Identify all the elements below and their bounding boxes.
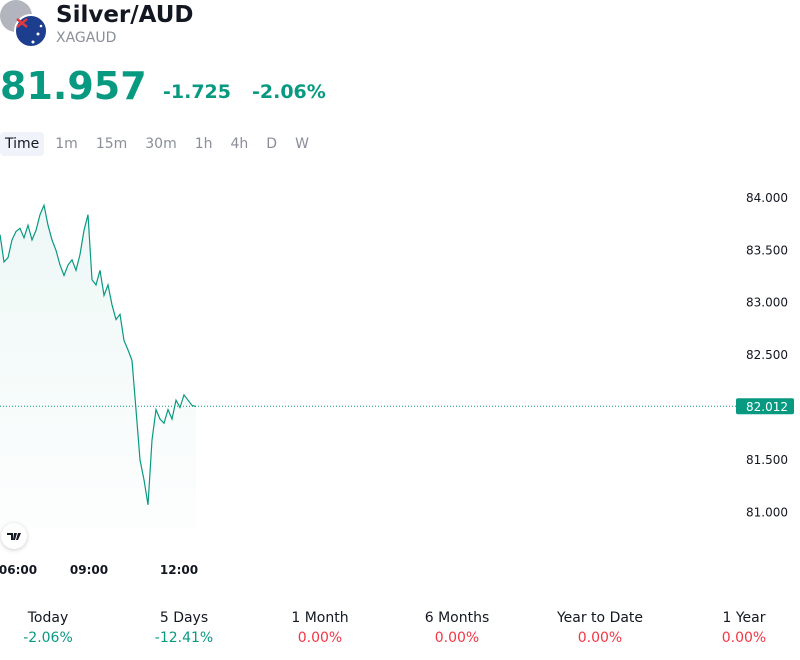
flag-star [31,40,35,44]
y-tick-label: 81.500 [746,453,788,467]
logo [7,533,21,540]
timeframe-tab[interactable]: W [295,136,309,152]
performance-label: 5 Days [159,610,209,626]
symbol: XAGAUD [56,30,117,46]
area [0,205,196,529]
x-tick-label: 12:00 [160,563,198,577]
x-tick-label: 06:00 [0,563,37,577]
y-tick-label: 84.000 [746,191,788,205]
flag-star [36,32,40,36]
performance-value: -12.41% [154,630,214,646]
price: 81.957 [0,64,147,108]
performance-item: Today -2.06% [0,610,118,646]
performance-item: 5 Days -12.41% [114,610,254,646]
performance-label: 1 Month [291,610,349,626]
performance-label: 6 Months [424,610,490,626]
title: Silver/AUD [56,2,194,28]
performance-value: 0.00% [721,630,767,646]
performance-label: Today [27,610,69,626]
performance: Today -2.06% 5 Days -12.41% 1 Month 0.00% 6 Mo… [0,610,800,660]
performance-label: Year to Date [556,610,644,626]
change: -1.725 [163,81,231,103]
timeframe-tab[interactable]: 1m [55,136,78,152]
performance-value: 0.00% [434,630,480,646]
performance-value: 0.00% [577,630,623,646]
performance-item: 1 Month 0.00% [250,610,390,646]
last-price-badge [736,398,794,415]
flag-cross [16,18,28,28]
performance-label: 1 Year [722,610,766,626]
y-tick-label: 83.500 [746,243,788,257]
y-tick-label: 83.000 [746,296,788,310]
timeframe-tab[interactable]: 30m [145,136,177,152]
y-tick-label: 82.500 [746,348,788,362]
timeframe-tabs: Time 1m 15m 30m 1h 4h D W [0,132,316,156]
performance-item: 6 Months 0.00% [387,610,527,646]
last-price-label: 82.012 [746,400,788,414]
chart: 81.000 81.500 82.500 83.000 83.500 84.000 06:0… [0,0,794,577]
timeframe-tab[interactable]: 4h [230,136,249,152]
x-tick-label: 09:00 [70,563,108,577]
change-percent: -2.06% [252,81,326,103]
price-line [0,203,197,505]
timeframe-tab[interactable]: 15m [95,136,128,152]
timeframe-tab[interactable]: D [266,136,278,152]
y-tick-label: 81.000 [746,505,788,519]
performance-value: 0.00% [297,630,343,646]
performance-item: 1 Year 0.00% [674,610,800,646]
performance-value: -2.06% [23,630,73,646]
flag-star [39,24,43,28]
performance-item: Year to Date 0.00% [530,610,670,646]
timeframe-tab[interactable]: 1h [194,136,213,152]
timeframe-tab[interactable]: Time [0,132,45,156]
